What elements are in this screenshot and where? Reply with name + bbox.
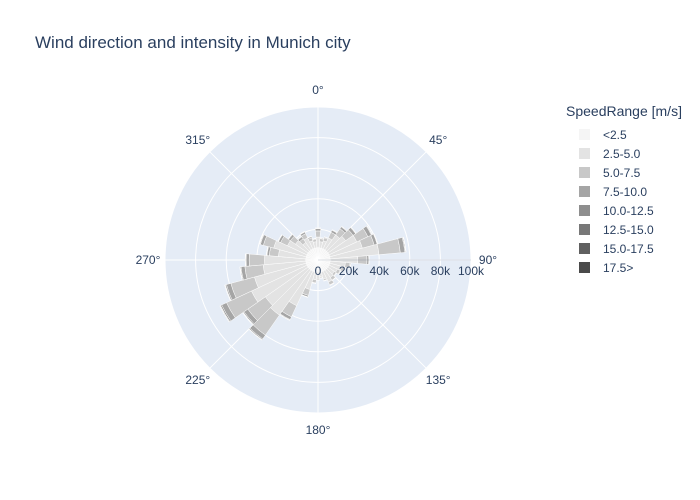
bars-layer (219, 225, 407, 341)
legend-item-2[interactable]: 5.0-7.5 (566, 163, 682, 182)
radial-tick-label-1: 20k (339, 264, 359, 278)
wedge-s7-d220 (248, 328, 263, 341)
wedge-s7-d120 (338, 270, 342, 275)
wedge-s7-d290 (259, 234, 264, 245)
angular-tick-label-0: 0° (312, 83, 324, 97)
wedge-s7-d30 (331, 229, 338, 233)
wedge-s7-d110 (343, 267, 346, 273)
wedge-s2-d0 (315, 230, 321, 238)
wedge-s7-d230 (242, 312, 254, 326)
wedge-s7-d190 (311, 282, 317, 284)
wedge-s7-d50 (350, 226, 357, 234)
legend-item-3[interactable]: 7.5-10.0 (566, 182, 682, 201)
legend-item-6[interactable]: 15.0-17.5 (566, 239, 682, 258)
wedge-s7-d340 (307, 235, 312, 238)
wedge-s7-d150 (329, 282, 335, 286)
radial-tick-label-4: 80k (431, 264, 451, 278)
radial-tick-label-0: 0 (315, 264, 322, 278)
wedge-s7-d200 (301, 294, 309, 298)
wedge-s7-d170 (319, 277, 324, 279)
wedge-s7-d310 (287, 233, 293, 240)
radial-tick-label-5: 100k (458, 264, 485, 278)
legend-item-0[interactable]: <2.5 (566, 125, 682, 144)
angular-tick-label-3: 135° (426, 373, 451, 387)
legend-label-5: 12.5-15.0 (603, 222, 654, 237)
angular-tick-label-6: 270° (136, 253, 161, 267)
legend-item-1[interactable]: 2.5-5.0 (566, 144, 682, 163)
legend-label-4: 10.0-12.5 (603, 203, 654, 218)
angular-tick-label-4: 180° (306, 423, 331, 437)
wedge-s7-d210 (279, 314, 291, 321)
legend-swatch-4 (579, 205, 590, 216)
legend-label-0: <2.5 (603, 127, 627, 142)
legend-swatch-0 (579, 129, 590, 140)
legend-item-4[interactable]: 10.0-12.5 (566, 201, 682, 220)
angular-tick-label-5: 225° (185, 373, 210, 387)
legend-swatch-5 (579, 224, 590, 235)
wedge-s7-d320 (297, 235, 302, 240)
angular-tick-label-1: 45° (429, 133, 447, 147)
angular-gridline-3 (317, 259, 427, 369)
legend-swatch-3 (579, 186, 590, 197)
legend: SpeedRange [m/s] <2.5 2.5-5.0 5.0-7.5 7.5-1… (566, 103, 682, 277)
wedge-s7-d140 (332, 277, 337, 281)
wedge-s7-d350 (312, 238, 317, 240)
wedge-s7-d240 (219, 305, 230, 323)
legend-label-7: 17.5> (603, 260, 634, 275)
legend-title: SpeedRange [m/s] (566, 103, 682, 119)
angular-tick-label-2: 90° (479, 253, 497, 267)
wedge-s3-d0 (314, 228, 322, 232)
wedge-s7-d60 (366, 225, 373, 236)
wedge-s3-d270 (245, 253, 250, 267)
legend-items: <2.5 2.5-5.0 5.0-7.5 7.5-10.0 10.0-12.5 12.5-… (566, 125, 682, 277)
legend-label-1: 2.5-5.0 (603, 146, 641, 161)
radial-tick-label-3: 60k (400, 264, 420, 278)
angular-tick-label-7: 315° (185, 133, 210, 147)
legend-label-2: 5.0-7.5 (603, 165, 641, 180)
wedge-s2-d270 (248, 253, 265, 267)
wedge-s7-d70 (373, 233, 379, 245)
radial-tick-label-2: 40k (370, 264, 390, 278)
wedge-s7-d280 (265, 246, 269, 256)
wedge-s7-d260 (239, 266, 243, 281)
wedge-s7-d80 (403, 236, 407, 253)
wedge-s7-d130 (333, 272, 338, 277)
wedge-s7-d330 (299, 231, 305, 235)
legend-swatch-7 (579, 262, 590, 273)
chart-title: Wind direction and intensity in Munich c… (35, 33, 351, 52)
labels-layer: 0° 45° 90° 135° 180° 225° 270° 315° 0 20k 40k 60k 80… (136, 83, 498, 437)
wedge-s7-d20 (323, 236, 329, 239)
wedge-s7-d160 (323, 279, 328, 282)
wedge-s7-d10 (319, 237, 325, 239)
wedge-s7-d250 (224, 284, 231, 302)
legend-label-3: 7.5-10.0 (603, 184, 648, 199)
wedge-s7-d300 (277, 234, 283, 242)
legend-item-7[interactable]: 17.5> (566, 258, 682, 277)
polar-outer-edge (164, 106, 472, 414)
wedge-s7-d100 (349, 262, 352, 269)
legend-label-6: 15.0-17.5 (603, 241, 654, 256)
legend-item-5[interactable]: 12.5-15.0 (566, 220, 682, 239)
legend-swatch-2 (579, 167, 590, 178)
legend-swatch-1 (579, 148, 590, 159)
legend-swatch-6 (579, 243, 590, 254)
wedge-s7-d40 (341, 225, 348, 232)
